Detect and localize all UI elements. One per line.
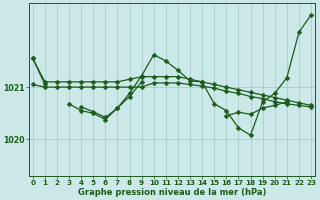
- X-axis label: Graphe pression niveau de la mer (hPa): Graphe pression niveau de la mer (hPa): [78, 188, 266, 197]
